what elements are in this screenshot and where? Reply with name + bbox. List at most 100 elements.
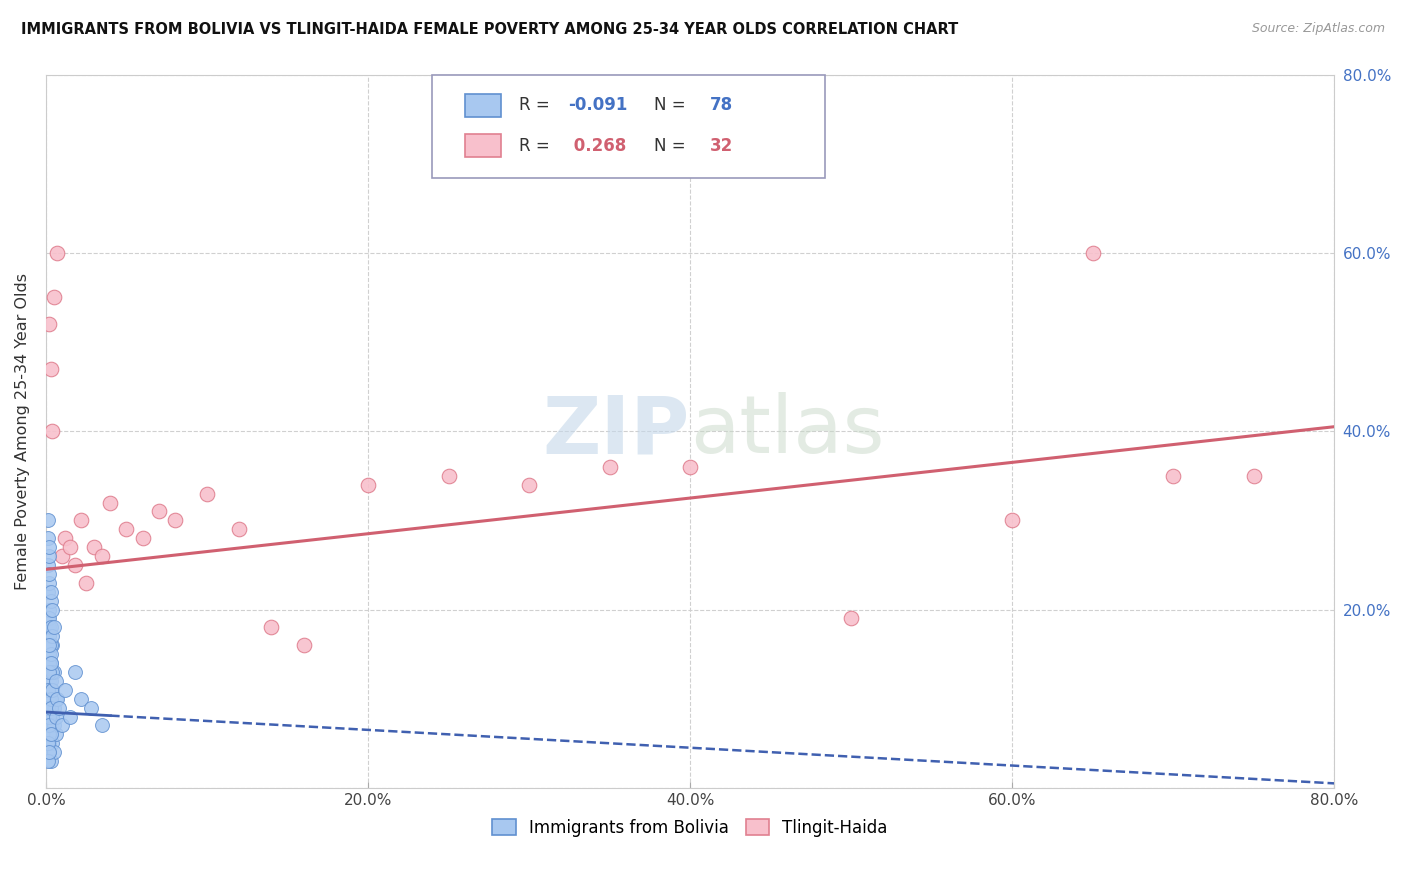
Point (517, 477, 540, 491)
Text: atlas: atlas (690, 392, 884, 470)
Point (83, 540, 105, 554)
Point (357, 477, 380, 491)
FancyBboxPatch shape (464, 94, 501, 117)
Point (91, 549, 114, 563)
Point (37, 745, 59, 759)
Point (41, 602, 63, 616)
Point (38, 549, 60, 563)
Point (42, 718, 65, 732)
Point (37, 700, 59, 714)
Point (228, 522, 250, 536)
Point (38, 727, 60, 741)
Point (38, 745, 60, 759)
Text: 78: 78 (710, 96, 733, 114)
Point (37, 611, 59, 625)
Point (260, 620, 283, 634)
Point (38, 647, 60, 661)
Point (75, 575, 97, 590)
Point (42, 620, 65, 634)
Text: N =: N = (654, 96, 686, 114)
Point (42, 745, 65, 759)
Point (38, 665, 60, 679)
Point (38, 718, 60, 732)
Point (42, 700, 65, 714)
Text: -0.091: -0.091 (568, 96, 627, 114)
Point (42, 665, 65, 679)
Point (45, 673, 67, 688)
Point (1161, 468, 1184, 483)
Point (38, 317, 60, 331)
Text: R =: R = (519, 136, 550, 155)
Text: R =: R = (519, 96, 550, 114)
Point (91, 718, 114, 732)
Point (38, 620, 60, 634)
Point (37, 531, 59, 545)
Point (59, 540, 82, 554)
Point (48, 700, 70, 714)
Point (437, 468, 460, 483)
Point (195, 486, 218, 500)
Point (38, 673, 60, 688)
Point (46, 691, 69, 706)
Point (37, 513, 59, 527)
Point (59, 709, 82, 723)
Point (39, 638, 62, 652)
Point (39, 584, 62, 599)
Point (41, 665, 63, 679)
Point (131, 531, 153, 545)
Point (39, 682, 62, 697)
Text: Source: ZipAtlas.com: Source: ZipAtlas.com (1251, 22, 1385, 36)
Point (39, 673, 62, 688)
Y-axis label: Female Poverty Among 25-34 Year Olds: Female Poverty Among 25-34 Year Olds (15, 273, 30, 590)
Point (115, 522, 138, 536)
Point (37, 691, 59, 706)
Point (37, 718, 59, 732)
Point (839, 611, 862, 625)
Point (148, 504, 170, 518)
Point (38, 638, 60, 652)
Point (679, 459, 702, 474)
Point (37, 736, 59, 750)
Text: 0.268: 0.268 (568, 136, 626, 155)
Point (100, 495, 122, 509)
Point (1081, 245, 1104, 260)
Point (599, 459, 621, 474)
Point (51, 549, 73, 563)
Point (39, 700, 62, 714)
Point (39, 620, 62, 634)
Point (39, 754, 62, 768)
Point (45, 691, 67, 706)
Point (39, 656, 62, 670)
Point (38, 540, 60, 554)
Point (38, 727, 60, 741)
FancyBboxPatch shape (464, 135, 501, 157)
Legend: Immigrants from Bolivia, Tlingit-Haida: Immigrants from Bolivia, Tlingit-Haida (486, 813, 894, 844)
Text: 32: 32 (710, 136, 733, 155)
Point (38, 709, 60, 723)
Point (38, 602, 60, 616)
Point (41, 736, 63, 750)
Point (38, 566, 60, 581)
Point (70, 513, 93, 527)
Point (38, 709, 60, 723)
Point (41, 682, 63, 697)
Point (39, 727, 62, 741)
Point (51, 718, 73, 732)
Point (38, 691, 60, 706)
Point (70, 691, 93, 706)
Point (45, 727, 67, 741)
Point (38, 736, 60, 750)
Point (46, 245, 69, 260)
Point (45, 709, 67, 723)
Point (37, 754, 59, 768)
Point (53, 682, 76, 697)
Text: ZIP: ZIP (543, 392, 690, 470)
Point (41, 709, 63, 723)
Point (42, 290, 65, 304)
Point (37, 682, 59, 697)
Point (37, 558, 59, 572)
Point (41, 424, 63, 438)
Point (292, 638, 315, 652)
Point (39, 361, 62, 376)
Point (80, 700, 103, 714)
